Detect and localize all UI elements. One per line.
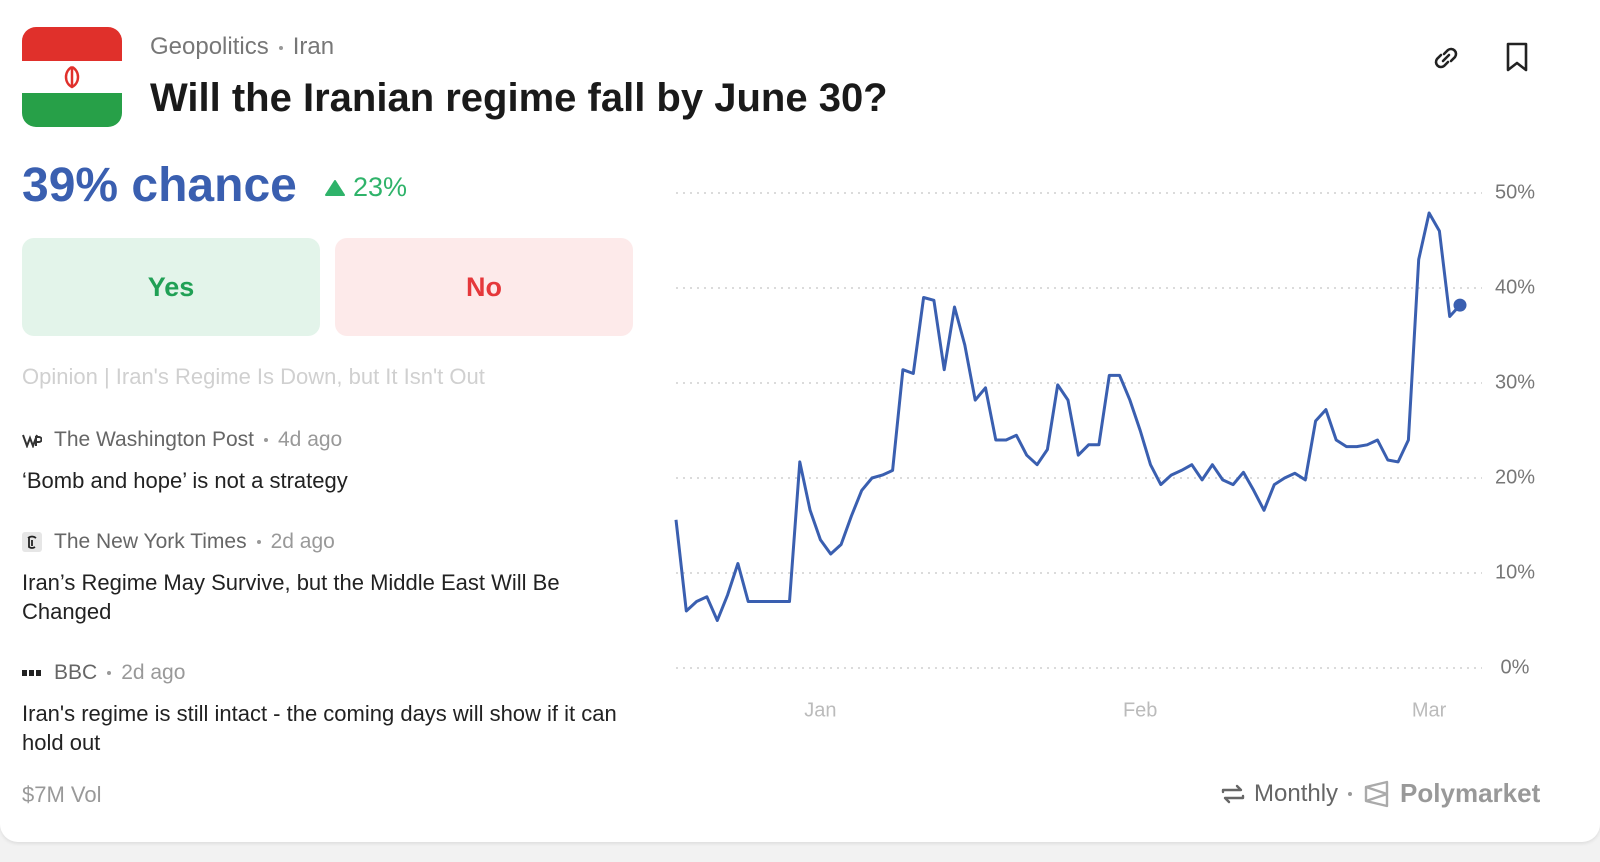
news-headline[interactable]: Iran's regime is still intact - the comi… [22, 701, 617, 755]
link-button[interactable] [1430, 42, 1462, 74]
news-time: 2d ago [270, 530, 335, 553]
change: 23% [325, 172, 407, 203]
y-tick-label: 30% [1495, 371, 1535, 393]
category[interactable]: Geopolitics [150, 33, 269, 60]
source-name: The New York Times [54, 530, 247, 553]
volume: $7M Vol [22, 782, 102, 807]
flag-icon [22, 27, 122, 127]
news-headline[interactable]: ‘Bomb and hope’ is not a strategy [22, 468, 348, 493]
wp-logo [22, 434, 42, 448]
up-arrow [325, 179, 345, 196]
source-name: BBC [54, 661, 98, 684]
news-time: 4d ago [278, 428, 343, 451]
news-source: The Washington Post 4d ago [22, 428, 342, 452]
y-tick-label: 50% [1495, 181, 1535, 203]
x-tick-label: Feb [1123, 699, 1157, 721]
y-tick-label: 40% [1495, 276, 1535, 298]
yes-button[interactable]: Yes [22, 238, 320, 336]
x-tick-label: Jan [804, 699, 836, 721]
bookmark-button[interactable] [1502, 40, 1532, 74]
news-time: 2d ago [121, 661, 186, 684]
repeat-icon [1221, 784, 1245, 803]
source-name: The Washington Post [54, 428, 254, 451]
separator [278, 45, 283, 50]
separator [256, 540, 261, 544]
price-line [674, 211, 1462, 622]
x-tick-label: Mar [1412, 699, 1447, 721]
brand: Polymarket [1400, 778, 1541, 808]
separator [264, 438, 268, 442]
market-title: Will the Iranian regime fall by June 30? [150, 76, 888, 120]
y-tick-label: 20% [1495, 466, 1535, 488]
breadcrumb: Geopolitics Iran [150, 33, 334, 61]
change-value: 23% [353, 172, 408, 202]
bbc-logo [22, 670, 41, 676]
news-source: The New York Times 2d ago [22, 530, 335, 554]
news-headline[interactable]: Iran’s Regime May Survive, but the Middl… [22, 570, 560, 624]
footer-right: Monthly Polymarket [1220, 778, 1540, 809]
last-point [1453, 298, 1467, 312]
no-button[interactable]: No [335, 238, 633, 336]
polymarket-logo [1364, 780, 1389, 807]
news-source: BBC 2d ago [22, 661, 185, 685]
separator [107, 671, 112, 675]
interval[interactable]: Monthly [1254, 779, 1339, 807]
separator [1348, 791, 1353, 796]
y-tick-label: 10% [1495, 561, 1535, 583]
tag[interactable]: Iran [292, 33, 335, 60]
price-chart: 0% 10% 20% 30% 40% 50% Jan Feb Mar [674, 181, 1535, 721]
y-tick-label: 0% [1501, 656, 1530, 678]
nyt-logo [22, 532, 42, 552]
faded-headline[interactable]: Opinion | Iran's Regime Is Down, but It … [22, 364, 485, 389]
chance: 39% chance [22, 159, 297, 212]
market-card: Geopolitics Iran Will the Iranian regime … [0, 0, 1600, 842]
